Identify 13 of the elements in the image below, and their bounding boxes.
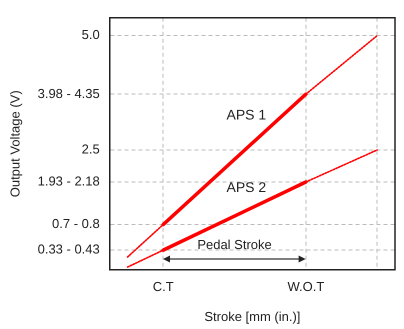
annotation: Pedal Stroke [196,236,273,252]
y-tick-label: 0.33 - 0.43 [38,242,100,257]
x-tick-label: W.O.T [287,279,324,294]
series-label: APS 2 [226,178,266,195]
y-tick-label: 3.98 - 4.35 [38,86,100,101]
y-tick-label: 2.5 [82,142,100,157]
series-label: APS 1 [226,106,266,123]
y-tick-label: 0.7 - 0.8 [52,216,100,232]
y-tick-label: 1.93 - 2.18 [38,174,100,189]
x-tick-label: C.T [152,279,174,294]
x-axis-title: Stroke [mm (in.)] [204,308,300,324]
y-tick-label: 5.0 [82,27,100,42]
y-axis-title: Output Voltage (V) [7,90,22,198]
